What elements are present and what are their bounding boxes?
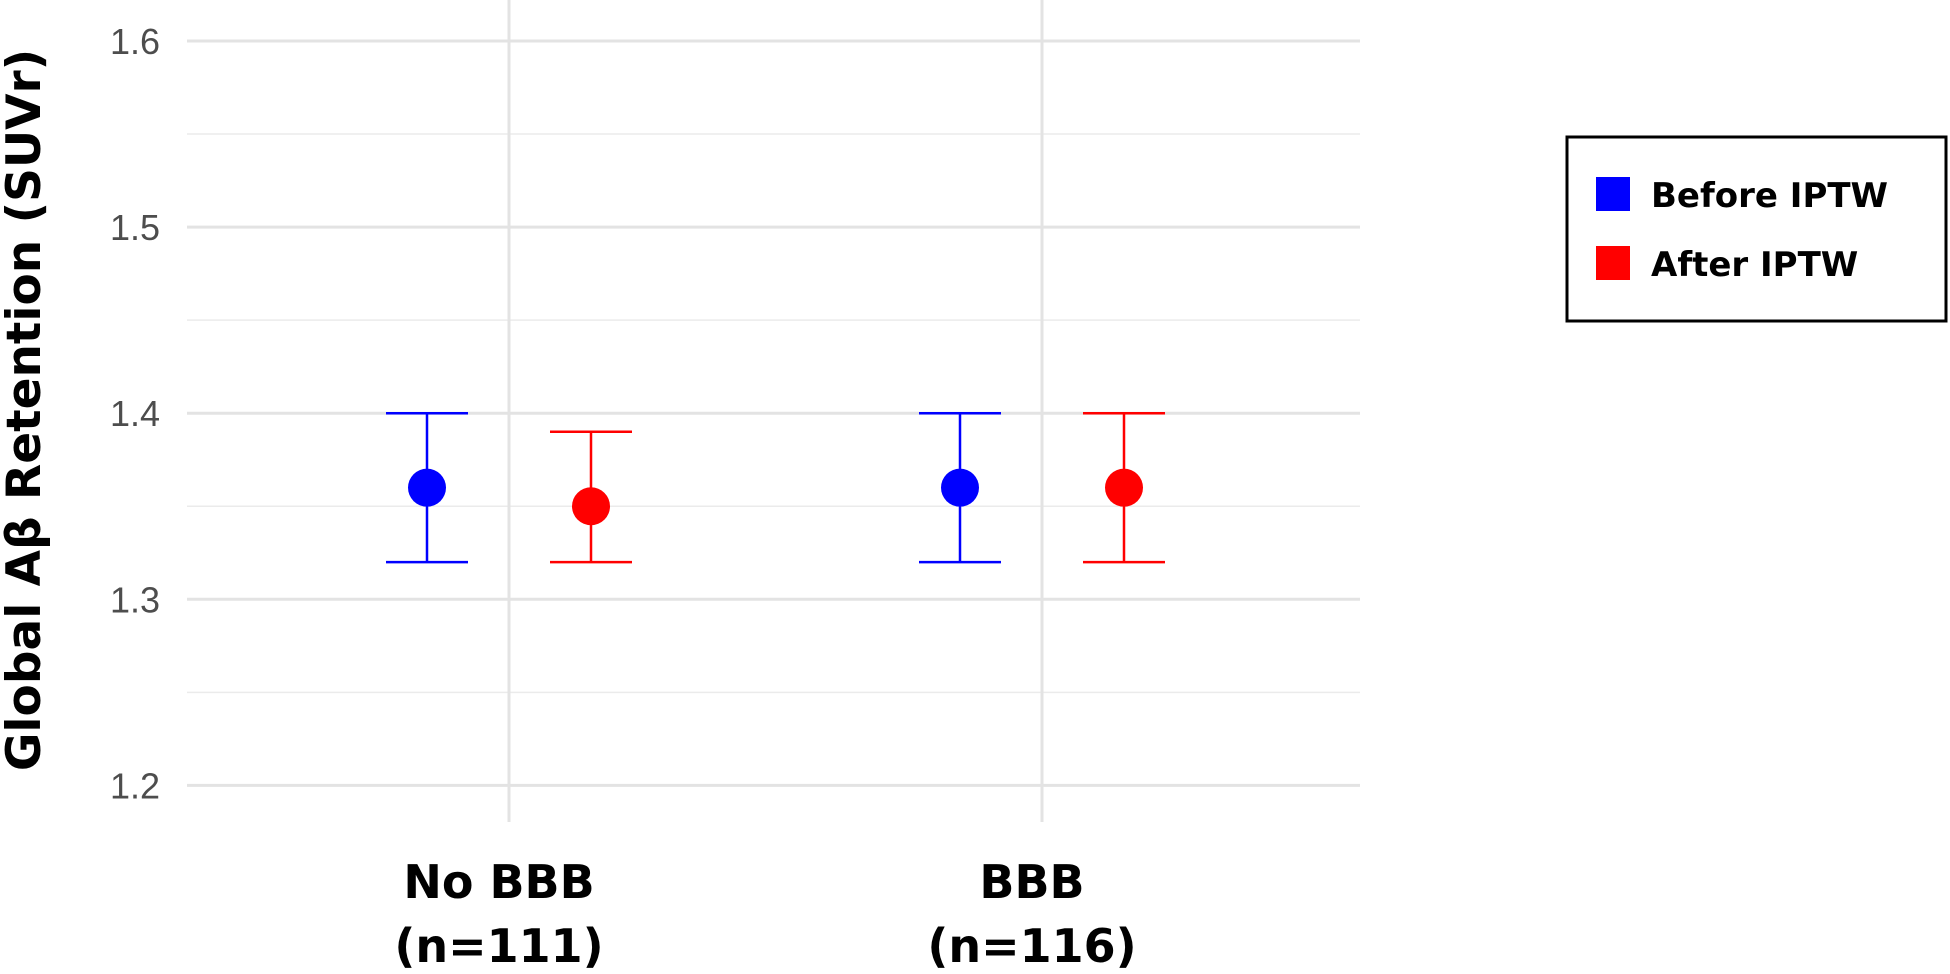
y-axis-label: Global Aβ Retention (SUVr) (0, 49, 52, 771)
data-marks (386, 411, 1165, 564)
y-tick-label: 1.2 (110, 765, 160, 806)
legend-label-after-iptw: After IPTW (1651, 245, 1858, 285)
y-tick-label: 1.3 (110, 579, 160, 620)
y-tick-label: 1.4 (110, 393, 160, 434)
x-tick-label: (n=111) (394, 919, 603, 973)
data-point (572, 487, 610, 526)
legend-box (1565, 135, 1948, 323)
grid (187, 0, 1360, 822)
error-bar-group (550, 430, 632, 564)
error-bar-group (386, 411, 468, 564)
error-bar-group (919, 411, 1001, 564)
y-tick-label: 1.5 (110, 207, 160, 248)
legend-key-after-iptw (1596, 246, 1630, 280)
legend-label-before-iptw: Before IPTW (1651, 176, 1888, 216)
x-tick-label: No BBB (403, 855, 594, 909)
y-tick-label: 1.6 (110, 21, 160, 62)
legend-key-before-iptw (1596, 177, 1630, 211)
data-point (941, 468, 979, 507)
data-point (1105, 468, 1143, 507)
x-tick-label: BBB (979, 855, 1084, 909)
error-bar-group (1083, 411, 1165, 564)
y-axis-ticks: 1.2 1.3 1.4 1.5 1.6 (110, 21, 160, 806)
legend: Before IPTW After IPTW (1565, 135, 1948, 323)
x-axis-ticks: No BBB (n=111) BBB (n=116) (394, 855, 1136, 973)
data-point (408, 468, 446, 507)
x-tick-label: (n=116) (927, 919, 1136, 973)
